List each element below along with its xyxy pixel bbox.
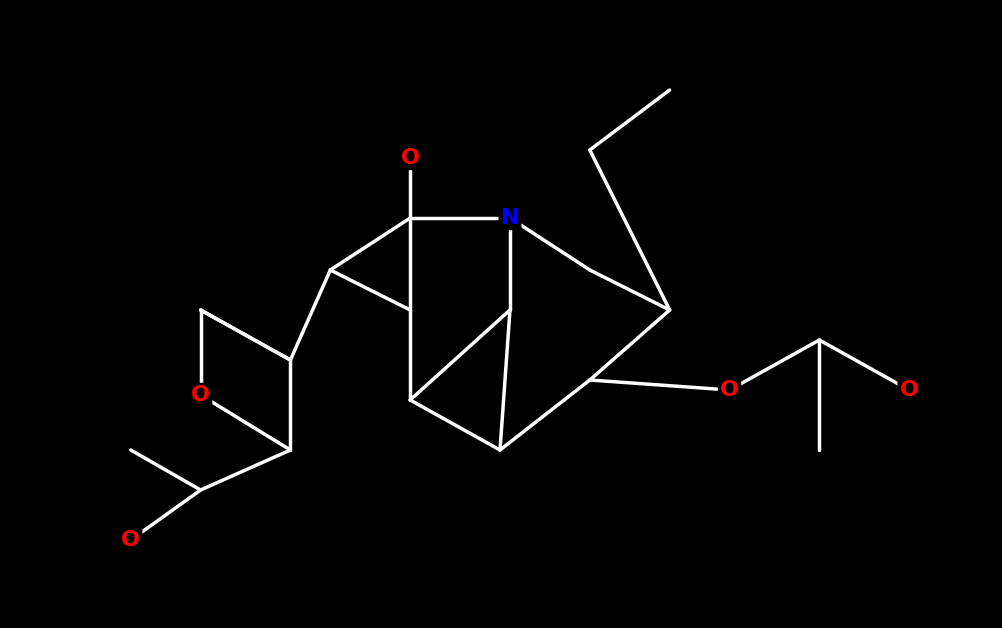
Text: O: O — [401, 148, 420, 168]
Text: O: O — [191, 385, 210, 405]
Text: O: O — [121, 530, 140, 550]
Text: O: O — [900, 380, 919, 400]
Text: O: O — [720, 380, 739, 400]
Text: N: N — [501, 208, 519, 228]
